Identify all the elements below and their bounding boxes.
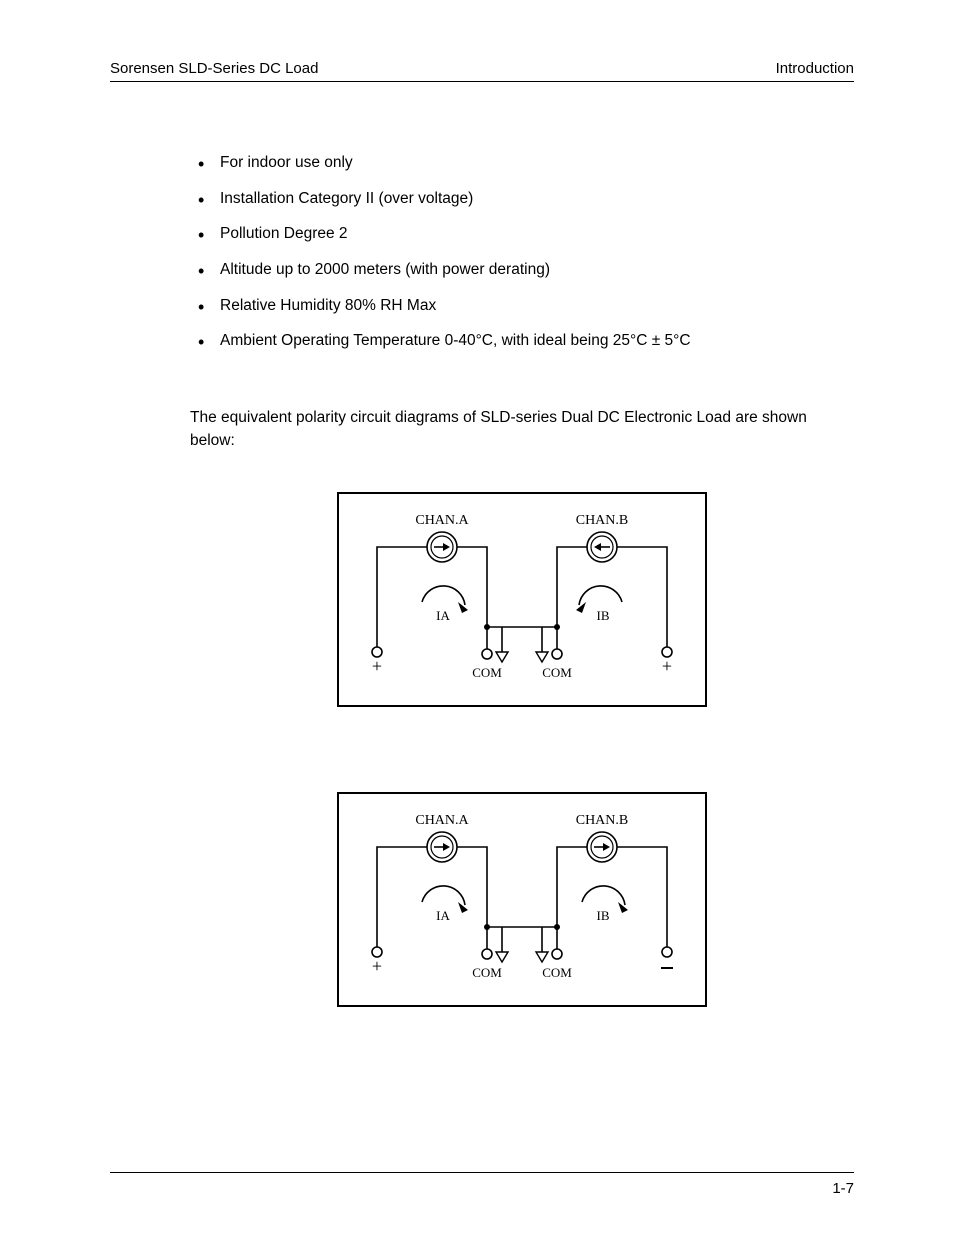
ia-label: IA — [436, 608, 450, 623]
header-rule — [110, 81, 854, 82]
chan-a-terminal-sign-2: + — [372, 956, 382, 976]
list-item: Pollution Degree 2 — [220, 223, 854, 245]
circuit-diagram-2: CHAN.A IA + COM CHAN.B — [190, 792, 854, 1012]
ib-label: IB — [597, 908, 610, 923]
chan-b-label: CHAN.B — [576, 813, 629, 828]
chan-b-terminal-sign: + — [662, 656, 672, 676]
bullet-list: For indoor use only Installation Categor… — [190, 152, 854, 352]
com-label-a: COM — [472, 665, 502, 680]
chan-a-label: CHAN.A — [415, 813, 469, 828]
list-item: Installation Category II (over voltage) — [220, 188, 854, 210]
content-area: For indoor use only Installation Categor… — [110, 152, 854, 1012]
circuit-diagram-1: CHAN.A IA + — [190, 492, 854, 712]
list-item: Ambient Operating Temperature 0-40°C, wi… — [220, 330, 854, 352]
list-item: Relative Humidity 80% RH Max — [220, 295, 854, 317]
ia-label: IA — [436, 908, 450, 923]
com-label-a2: COM — [472, 965, 502, 980]
paragraph: The equivalent polarity circuit diagrams… — [190, 407, 854, 452]
page-header: Sorensen SLD-Series DC Load Introduction — [110, 60, 854, 81]
page: Sorensen SLD-Series DC Load Introduction… — [0, 0, 954, 1235]
ib-label: IB — [597, 608, 610, 623]
header-left: Sorensen SLD-Series DC Load — [110, 60, 318, 77]
com-label-b2: COM — [542, 965, 572, 980]
header-right: Introduction — [776, 60, 854, 77]
com-label-b: COM — [542, 665, 572, 680]
page-number: 1-7 — [832, 1180, 854, 1197]
list-item: For indoor use only — [220, 152, 854, 174]
chan-a-label: CHAN.A — [415, 513, 469, 528]
footer-rule — [110, 1172, 854, 1173]
list-item: Altitude up to 2000 meters (with power d… — [220, 259, 854, 281]
chan-b-label: CHAN.B — [576, 513, 629, 528]
chan-a-terminal-sign: + — [372, 656, 382, 676]
